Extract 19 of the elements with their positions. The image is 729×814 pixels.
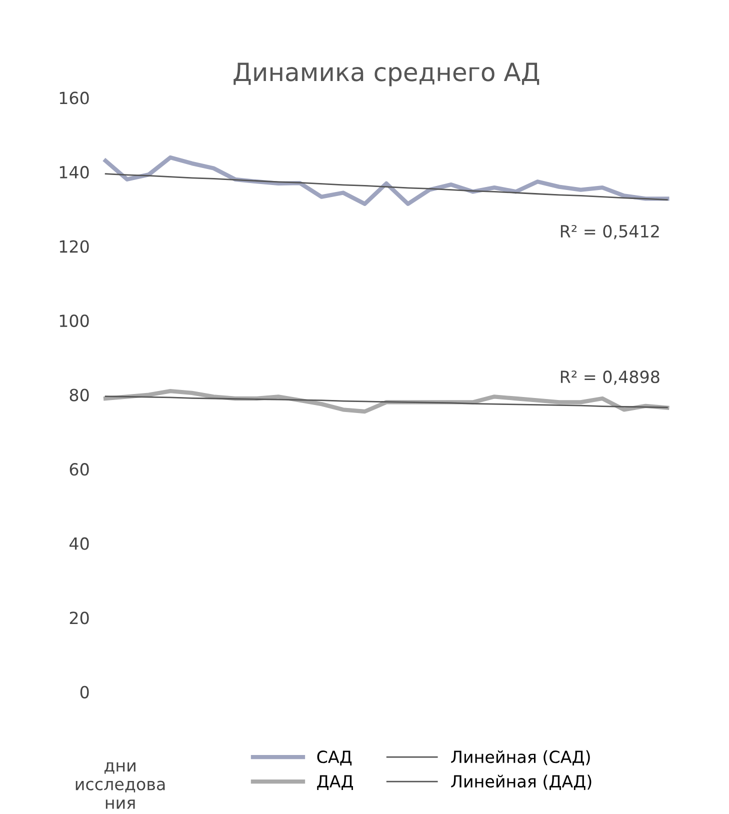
- y-tick-label: 0: [80, 686, 89, 698]
- y-tick-label: 100: [60, 314, 89, 328]
- legend-label: Линейная (САД): [451, 750, 590, 766]
- annotation: R² = 0,5412: [560, 224, 659, 240]
- legend-label: САД: [317, 750, 352, 766]
- y-tick-label: 60: [70, 463, 89, 476]
- y-tick-label: 20: [70, 612, 89, 624]
- y-tick-label: 160: [60, 92, 89, 104]
- line-series: [104, 396, 668, 408]
- y-tick-label: 140: [60, 166, 89, 179]
- legend-label: Линейная (ДАД): [451, 774, 592, 790]
- x-axis-title: дни исследова ния: [76, 762, 165, 809]
- y-tick-label: 80: [70, 388, 89, 402]
- y-tick-label: 40: [70, 537, 89, 550]
- chart-title: Динамика среднего АД: [234, 62, 540, 86]
- annotation: R² = 0,4898: [560, 370, 660, 385]
- line-series: [104, 173, 668, 201]
- legend-label: ДАД: [317, 775, 353, 790]
- y-tick-label: 120: [60, 240, 89, 253]
